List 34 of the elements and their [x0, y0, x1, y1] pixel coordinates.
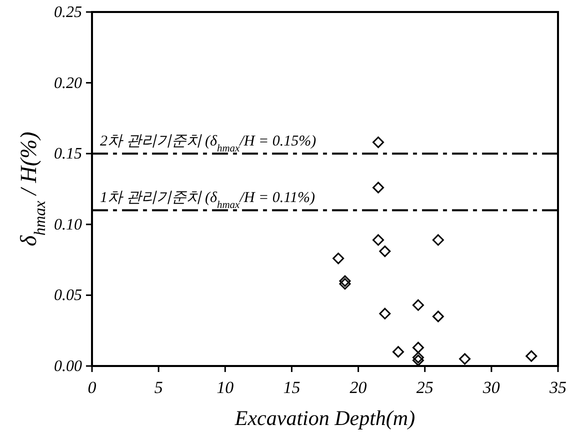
point	[392, 346, 404, 358]
point	[339, 278, 351, 290]
point	[332, 252, 344, 264]
y-tick-label: 0.20	[54, 74, 82, 92]
point	[412, 342, 424, 354]
y-tick-label: 0.10	[54, 216, 82, 234]
point	[412, 352, 424, 364]
y-tick-label: 0.25	[54, 4, 82, 21]
point	[412, 299, 424, 311]
point	[372, 182, 384, 194]
x-axis-title: Excavation Depth(m)	[234, 406, 416, 430]
point	[379, 246, 391, 258]
point	[459, 353, 471, 365]
x-tick-label: 10	[216, 378, 234, 397]
point	[526, 350, 538, 362]
point	[372, 136, 384, 148]
x-tick-label: 5	[154, 378, 163, 397]
point	[339, 275, 351, 287]
y-tick-label: 0.00	[54, 358, 82, 375]
x-tick-label: 0	[88, 378, 97, 397]
y-tick-label: 0.15	[54, 146, 82, 163]
ref-line-label: 1차 관리기준치 (δ$_{hmax}$/H = 0.11%)	[100, 190, 315, 211]
y-tick-label: 0.05	[54, 287, 82, 304]
x-tick-label: 35	[548, 378, 566, 397]
point	[379, 308, 391, 320]
point	[432, 234, 444, 246]
x-tick-label: 30	[482, 378, 500, 397]
point	[372, 234, 384, 246]
x-tick-label: 20	[350, 378, 368, 397]
x-tick-label: 25	[416, 378, 434, 397]
point	[432, 310, 444, 322]
point	[412, 354, 424, 366]
x-tick-label: 15	[283, 378, 300, 397]
ref-line-label: 2차 관리기준치 (δ$_{hmax}$/H = 0.15%)	[100, 134, 316, 154]
